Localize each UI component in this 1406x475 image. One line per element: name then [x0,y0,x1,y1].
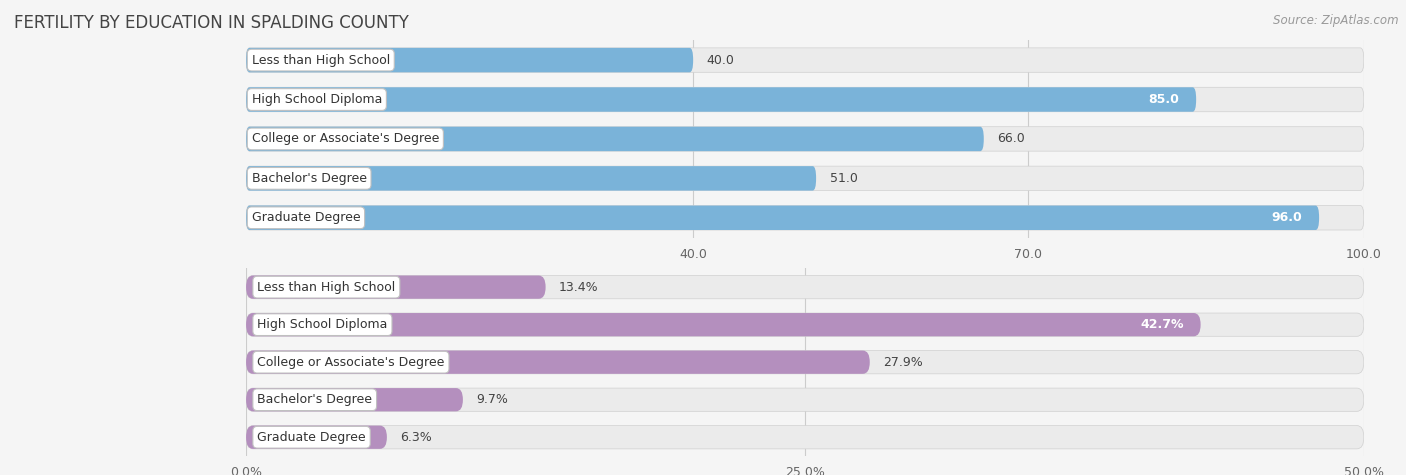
Text: High School Diploma: High School Diploma [257,318,388,331]
FancyBboxPatch shape [246,426,387,449]
Text: Bachelor's Degree: Bachelor's Degree [257,393,373,406]
FancyBboxPatch shape [246,87,1197,112]
Text: Less than High School: Less than High School [252,54,389,67]
Text: FERTILITY BY EDUCATION IN SPALDING COUNTY: FERTILITY BY EDUCATION IN SPALDING COUNT… [14,14,409,32]
FancyBboxPatch shape [246,127,984,151]
FancyBboxPatch shape [246,166,815,190]
FancyBboxPatch shape [246,351,870,374]
FancyBboxPatch shape [246,426,1364,449]
Text: 27.9%: 27.9% [883,356,922,369]
FancyBboxPatch shape [246,48,1364,72]
Text: Bachelor's Degree: Bachelor's Degree [252,172,367,185]
Text: Graduate Degree: Graduate Degree [257,431,366,444]
Text: College or Associate's Degree: College or Associate's Degree [257,356,444,369]
FancyBboxPatch shape [246,206,1364,230]
FancyBboxPatch shape [246,313,1201,336]
Text: 42.7%: 42.7% [1140,318,1184,331]
FancyBboxPatch shape [246,276,546,299]
Text: 9.7%: 9.7% [477,393,508,406]
Text: High School Diploma: High School Diploma [252,93,382,106]
FancyBboxPatch shape [246,276,1364,299]
FancyBboxPatch shape [246,313,1364,336]
Text: 13.4%: 13.4% [560,281,599,294]
Text: Source: ZipAtlas.com: Source: ZipAtlas.com [1274,14,1399,27]
Text: 40.0: 40.0 [707,54,734,67]
Text: 51.0: 51.0 [830,172,858,185]
Text: 6.3%: 6.3% [401,431,432,444]
Text: 96.0: 96.0 [1271,211,1302,224]
Text: Graduate Degree: Graduate Degree [252,211,360,224]
Text: Less than High School: Less than High School [257,281,395,294]
FancyBboxPatch shape [246,206,1319,230]
Text: College or Associate's Degree: College or Associate's Degree [252,133,439,145]
FancyBboxPatch shape [246,351,1364,374]
FancyBboxPatch shape [246,388,463,411]
Text: 85.0: 85.0 [1149,93,1180,106]
FancyBboxPatch shape [246,48,693,72]
FancyBboxPatch shape [246,388,1364,411]
Text: 66.0: 66.0 [997,133,1025,145]
FancyBboxPatch shape [246,127,1364,151]
FancyBboxPatch shape [246,87,1364,112]
FancyBboxPatch shape [246,166,1364,190]
